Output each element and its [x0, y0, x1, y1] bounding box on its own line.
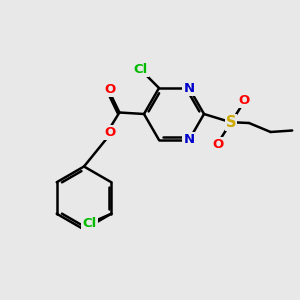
Text: O: O	[105, 126, 116, 139]
Text: O: O	[104, 83, 115, 96]
Text: N: N	[183, 82, 195, 94]
Text: Cl: Cl	[134, 63, 148, 76]
Text: Cl: Cl	[82, 217, 97, 230]
Text: S: S	[226, 115, 236, 130]
Text: O: O	[238, 94, 250, 107]
Text: O: O	[212, 138, 224, 151]
Text: N: N	[183, 134, 195, 146]
